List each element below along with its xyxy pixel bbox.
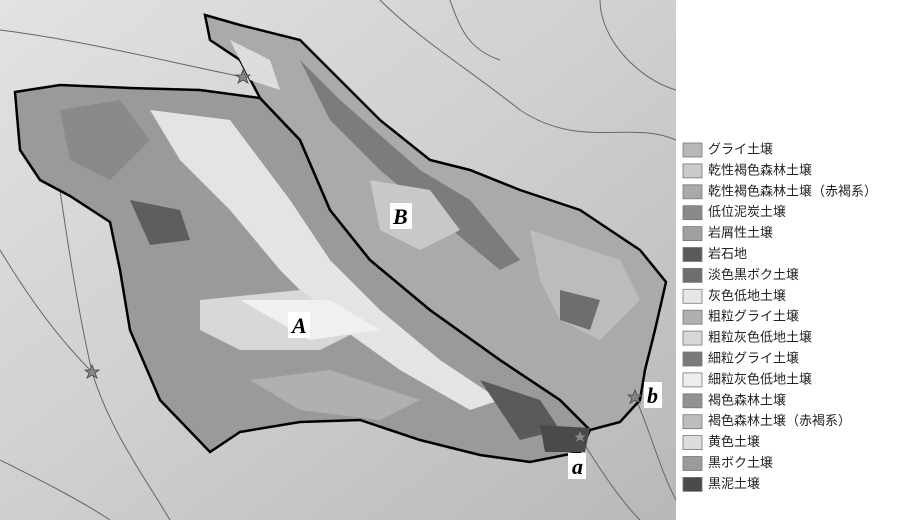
legend-swatch xyxy=(683,185,702,199)
legend-label: 黒ボク土壌 xyxy=(708,456,773,471)
legend-label: 乾性褐色森林土壌 xyxy=(708,162,812,178)
soil-map-figure: A B a b グライ土壌乾性褐色森林土壌乾性褐色森林土壌（赤褐系） 低位泥炭土壌… xyxy=(0,0,905,520)
legend-label: 褐色森林土壌 xyxy=(708,392,786,408)
legend-label: 淡色黒ボク土壌 xyxy=(708,267,799,283)
legend-label: 岩石地 xyxy=(708,247,747,262)
legend-swatch xyxy=(683,206,702,220)
legend-label: 粗粒グライ土壌 xyxy=(708,310,799,325)
legend-label: 灰色低地土壌 xyxy=(708,288,786,304)
legend-swatch xyxy=(683,268,702,282)
legend-swatch xyxy=(683,436,702,450)
region-label: B xyxy=(392,204,408,229)
legend-label: 低位泥炭土壌 xyxy=(708,205,786,220)
legend-swatch xyxy=(683,477,702,491)
legend-swatch xyxy=(683,310,702,324)
legend-swatch xyxy=(683,331,702,345)
legend-label: 黄色土壌 xyxy=(708,434,760,450)
legend-label: 岩屑性土壌 xyxy=(708,226,773,241)
legend-swatch xyxy=(683,143,702,157)
station-label: b xyxy=(647,383,658,408)
legend-swatch xyxy=(683,227,702,241)
map: A B a b xyxy=(0,0,676,520)
legend-label: グライ土壌 xyxy=(708,143,773,158)
legend-swatch xyxy=(683,415,702,429)
legend-swatch xyxy=(683,394,702,408)
legend-label: 粗粒灰色低地土壌 xyxy=(708,330,812,346)
legend-label: 細粒灰色低地土壌 xyxy=(708,371,812,387)
legend-swatch xyxy=(683,164,702,178)
station-label: a xyxy=(572,454,583,479)
legend-label: 乾性褐色森林土壌（赤褐系） xyxy=(708,183,877,199)
legend-swatch xyxy=(683,457,702,471)
legend-swatch xyxy=(683,352,702,366)
legend-label: 黒泥土壌 xyxy=(708,477,760,492)
legend-swatch xyxy=(683,289,702,303)
legend-label: 細粒グライ土壌 xyxy=(708,352,799,367)
legend-swatch xyxy=(683,373,702,387)
region-label: A xyxy=(290,313,307,338)
legend-swatch xyxy=(683,248,702,262)
legend-label: 褐色森林土壌（赤褐系） xyxy=(708,413,851,429)
